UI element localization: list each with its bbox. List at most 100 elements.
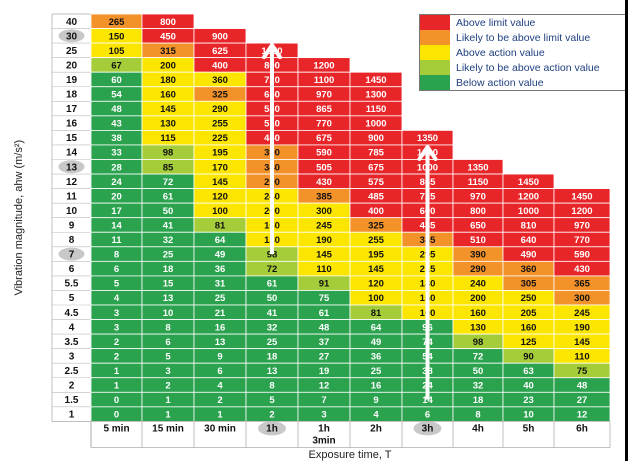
cell-value: 1450 [518, 177, 539, 188]
cell-value: 14 [111, 220, 122, 231]
cell-value: 98 [473, 337, 484, 348]
row-label: 3 [69, 351, 75, 362]
cell-value: 810 [521, 220, 537, 231]
cell-value: 865 [316, 104, 333, 115]
legend-swatch [420, 60, 450, 75]
cell-value: 2 [217, 395, 222, 406]
cell-value: 900 [368, 133, 384, 144]
cell-value: 5 [114, 279, 120, 290]
cell-value: 430 [316, 177, 332, 188]
cell-value: 205 [521, 308, 538, 319]
cell-value: 41 [163, 220, 174, 231]
row-label: 6 [69, 264, 75, 275]
row-label: 7 [69, 250, 75, 261]
cell-value: 900 [212, 31, 228, 42]
cell-value: 195 [368, 250, 385, 261]
cell-value: 6 [425, 410, 430, 421]
cell-value: 5 [269, 395, 275, 406]
cell-value: 12 [577, 410, 588, 421]
cell-value: 130 [160, 119, 176, 130]
cell-value: 115 [160, 133, 176, 144]
cell-value: 50 [267, 293, 278, 304]
cell-value: 36 [371, 351, 382, 362]
cell-value: 625 [212, 46, 229, 57]
cell-value: 64 [215, 235, 226, 246]
row-label: 19 [66, 75, 78, 86]
cell-value: 14 [422, 395, 433, 406]
column-highlight [413, 421, 442, 436]
cell-value: 225 [212, 133, 229, 144]
cell-value: 50 [163, 206, 174, 217]
cell-value: 11 [111, 235, 122, 246]
cell-value: 13 [163, 293, 174, 304]
cell-value: 61 [163, 191, 174, 202]
cell-value: 240 [470, 279, 486, 290]
column-label: 6h [576, 423, 588, 434]
cell-value: 16 [371, 381, 382, 392]
cell-value: 315 [160, 46, 177, 57]
cell-value: 18 [473, 395, 484, 406]
cell-value: 770 [574, 235, 590, 246]
cell-value: 1150 [468, 177, 489, 188]
column-label: 4h [472, 423, 484, 434]
cell-value: 360 [521, 264, 537, 275]
x-axis-title: Exposure time, T [309, 449, 392, 461]
cell-value: 32 [163, 235, 174, 246]
cell-value: 100 [212, 206, 228, 217]
cell-value: 485 [368, 191, 385, 202]
cell-value: 61 [267, 279, 278, 290]
cell-value: 290 [212, 104, 228, 115]
cell-value: 36 [215, 264, 226, 275]
row-label: 1.5 [65, 395, 79, 406]
legend-swatch [420, 45, 450, 60]
cell-value: 16 [215, 322, 226, 333]
cell-value: 3 [165, 366, 170, 377]
cell-value: 63 [523, 366, 534, 377]
y-axis-title: Vibration magnitude, ahw (m/s²) [13, 140, 25, 296]
cell-value: 130 [470, 322, 486, 333]
cell-value: 6 [217, 366, 222, 377]
cell-value: 970 [470, 191, 486, 202]
cell-value: 2 [269, 410, 274, 421]
cell-value: 9 [217, 351, 222, 362]
cell-value: 785 [368, 148, 385, 159]
cell-value: 145 [160, 104, 177, 115]
cell-value: 48 [111, 104, 122, 115]
column-label: 5h [523, 423, 535, 434]
cell-value: 170 [212, 162, 228, 173]
cell-value: 60 [111, 75, 122, 86]
legend-item: Below action value [420, 75, 625, 90]
cell-value: 1450 [365, 75, 386, 86]
cell-value: 61 [319, 308, 330, 319]
cell-value: 0 [114, 395, 119, 406]
cell-value: 4 [373, 410, 379, 421]
cell-value: 98 [163, 148, 174, 159]
cell-value: 505 [316, 162, 333, 173]
cell-value: 1 [165, 395, 171, 406]
cell-value: 81 [215, 220, 226, 231]
cell-value: 360 [212, 75, 228, 86]
cell-value: 75 [319, 293, 330, 304]
cell-value: 590 [574, 250, 590, 261]
row-label: 4.5 [65, 308, 79, 319]
row-label: 13 [66, 162, 78, 173]
legend-label: Above limit value [456, 16, 536, 29]
cell-value: 430 [574, 264, 590, 275]
cell-value: 160 [470, 308, 486, 319]
cell-value: 195 [212, 148, 229, 159]
cell-value: 43 [111, 119, 122, 130]
cell-value: 325 [212, 90, 229, 101]
row-label: 40 [66, 17, 78, 28]
row-label: 14 [66, 148, 78, 159]
cell-value: 3 [114, 322, 119, 333]
cell-value: 1 [217, 410, 223, 421]
cell-value: 72 [163, 177, 174, 188]
column-label: 3h [422, 423, 434, 434]
cell-value: 110 [574, 351, 589, 362]
cell-value: 1000 [365, 119, 386, 130]
row-label: 17 [66, 104, 78, 115]
cell-value: 190 [574, 322, 590, 333]
row-label: 3.5 [65, 337, 79, 348]
legend-swatch [420, 15, 450, 30]
cell-value: 72 [473, 351, 484, 362]
